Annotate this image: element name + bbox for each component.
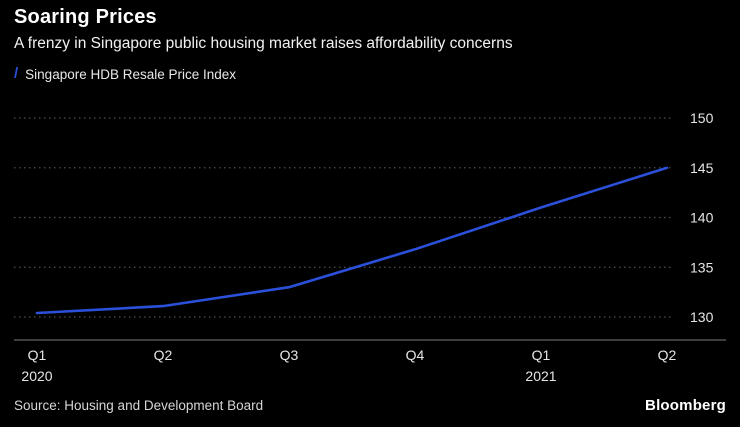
price-line-chart: 130 135 140 145 150 Q1 Q2 Q3 Q4 Q1 Q2 2020 2021: [14, 110, 726, 384]
chart-legend: / Singapore HDB Resale Price Index: [14, 65, 237, 83]
x-axis-year-label: 2021: [525, 368, 556, 384]
x-axis-tick-label: Q3: [280, 347, 299, 363]
x-axis-tick-label: Q2: [658, 347, 677, 363]
legend-line-icon: /: [14, 65, 19, 82]
y-axis-tick-label: 130: [690, 309, 714, 325]
y-axis-tick-label: 145: [690, 160, 714, 176]
bloomberg-logo: Bloomberg: [645, 397, 726, 414]
page-title: Soaring Prices: [14, 6, 157, 28]
y-axis-tick-label: 150: [690, 110, 714, 126]
x-axis-tick-label: Q1: [28, 347, 47, 363]
x-axis-tick-label: Q4: [406, 347, 425, 363]
legend-label: Singapore HDB Resale Price Index: [25, 67, 237, 82]
x-axis-tick-label: Q1: [532, 347, 551, 363]
resale-price-index-line: [35, 166, 669, 315]
x-axis-year-label: 2020: [21, 368, 52, 384]
chart-subtitle: A frenzy in Singapore public housing mar…: [14, 35, 513, 52]
y-axis-tick-label: 140: [690, 210, 714, 226]
source-attribution: Source: Housing and Development Board: [14, 398, 264, 413]
y-axis-tick-label: 135: [690, 259, 714, 275]
x-axis-tick-label: Q2: [154, 347, 173, 363]
